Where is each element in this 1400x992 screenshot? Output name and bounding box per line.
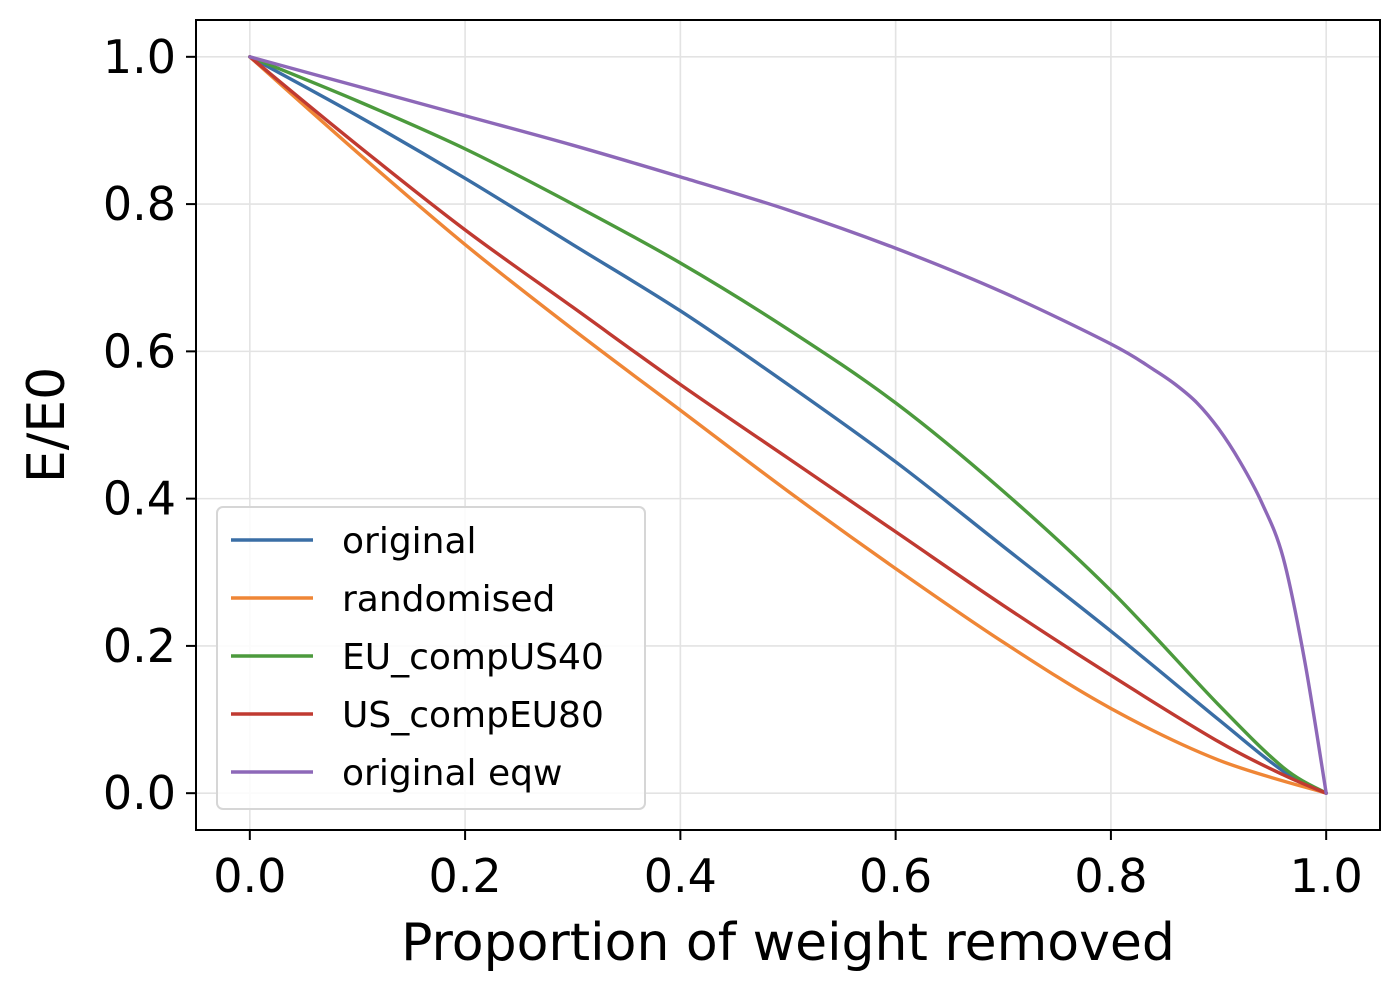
y-tick-label: 0.6 bbox=[103, 324, 176, 378]
legend-label: randomised bbox=[342, 579, 555, 620]
x-tick-label: 0.8 bbox=[1074, 849, 1147, 903]
legend-box bbox=[216, 506, 646, 810]
x-axis-label: Proportion of weight removed bbox=[401, 913, 1175, 973]
legend-label: original bbox=[342, 521, 477, 562]
series-line-original bbox=[248, 55, 1328, 795]
series-line-us-compeu80 bbox=[248, 55, 1328, 795]
x-tick-label: 0.6 bbox=[859, 849, 932, 903]
plot-frame bbox=[195, 19, 1381, 831]
series-group bbox=[248, 55, 1328, 795]
x-tick-label: 0.2 bbox=[429, 849, 502, 903]
series-line-randomised bbox=[248, 55, 1328, 795]
x-tick-label: 0.4 bbox=[644, 849, 717, 903]
y-tick-label: 0.0 bbox=[103, 766, 176, 820]
legend-label: EU_compUS40 bbox=[342, 637, 604, 678]
legend-label: US_compEU80 bbox=[342, 695, 604, 736]
y-tick-label: 0.8 bbox=[103, 177, 176, 231]
x-tick-label: 1.0 bbox=[1290, 849, 1363, 903]
x-tick-label: 0.0 bbox=[213, 849, 286, 903]
y-tick-label: 0.2 bbox=[103, 619, 176, 673]
legend: original randomised EU_compUS40 US_compEU80… bbox=[216, 506, 646, 810]
ticks: 0.0 0.2 0.4 0.6 0.8 1.0 0.0 0.2 0.4 0.6 0.8 1.0 bbox=[103, 30, 1363, 903]
y-tick-label: 1.0 bbox=[103, 30, 176, 84]
series-line-eu-compus40 bbox=[248, 55, 1328, 795]
y-axis-label: E/E0 bbox=[17, 367, 77, 483]
legend-label: original eqw bbox=[342, 753, 562, 794]
series-line-original-eqw bbox=[248, 55, 1328, 795]
y-tick-label: 0.4 bbox=[103, 472, 176, 526]
